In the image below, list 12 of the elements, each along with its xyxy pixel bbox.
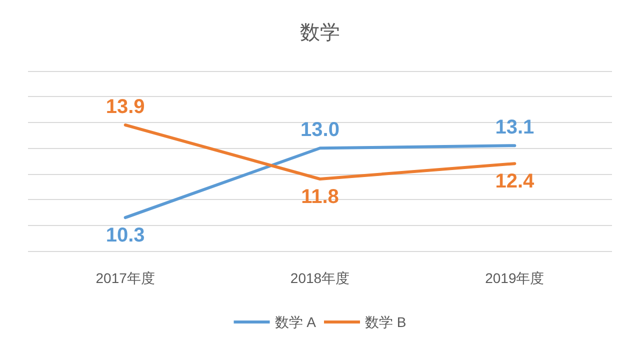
chart-title: 数学: [300, 22, 340, 44]
x-tick-label: 2018年度: [290, 270, 350, 286]
data-label: 13.1: [495, 116, 534, 139]
data-label: 12.4: [495, 170, 535, 193]
data-label: 10.3: [106, 224, 145, 247]
x-tick-label: 2017年度: [96, 270, 155, 286]
data-label: 11.8: [301, 186, 339, 208]
legend-label: 数学 B: [365, 314, 406, 330]
legend-label: 数学 A: [274, 314, 317, 330]
x-tick-label: 2019年度: [485, 270, 544, 286]
data-label: 13.9: [106, 96, 145, 118]
data-label: 13.0: [300, 119, 340, 142]
